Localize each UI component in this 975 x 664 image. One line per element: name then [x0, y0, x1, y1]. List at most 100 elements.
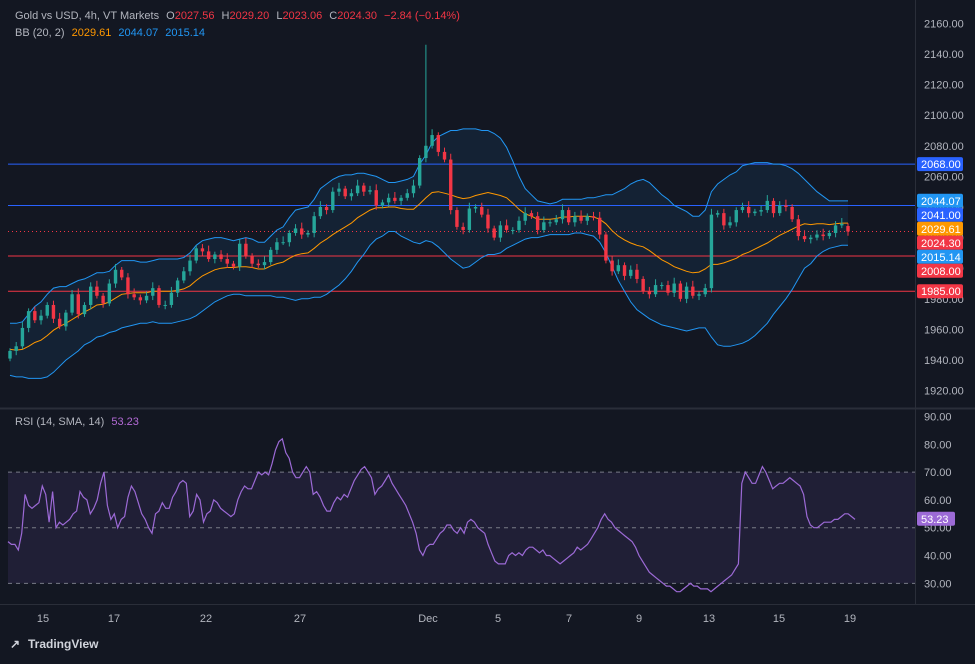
candle-body	[740, 207, 745, 211]
bb-legend-label[interactable]: BB (20, 2)	[15, 27, 65, 39]
candle-body	[70, 294, 74, 313]
candle-body	[660, 285, 664, 287]
candle-body	[14, 346, 18, 351]
candle-body	[802, 236, 807, 240]
candle-body	[182, 271, 186, 281]
rsi-value-tag-bg	[917, 511, 955, 526]
candle-body	[746, 207, 751, 214]
candle-body	[225, 259, 229, 264]
candle-body	[821, 234, 825, 237]
open-value: 2027.56	[174, 10, 215, 22]
candle-body	[374, 190, 378, 206]
candle-body	[647, 291, 652, 295]
candle-body	[566, 210, 571, 223]
close-label: C	[329, 10, 338, 22]
candle-body	[399, 197, 403, 201]
price-tag-label: 2041.00	[921, 210, 961, 222]
candle-body	[666, 285, 670, 293]
candle-body	[349, 193, 354, 197]
candle-body	[442, 151, 447, 160]
candle-body	[200, 248, 205, 252]
candle-body	[529, 213, 534, 217]
candle-body	[473, 207, 478, 209]
change-value: −2.84 (−0.14%)	[384, 10, 460, 22]
candle-body	[411, 185, 416, 194]
bb-legend[interactable]: BB (20, 2) 2029.61 2044.07 2015.14	[15, 27, 209, 39]
candle-body	[213, 254, 217, 260]
candle-body	[815, 234, 819, 238]
price-axis-tick: 1960.00	[924, 324, 964, 336]
candle-body	[728, 222, 732, 226]
price-tag-label: 2029.61	[921, 224, 961, 236]
candle-body	[355, 185, 360, 194]
candle-body	[300, 228, 304, 235]
candle-body	[542, 222, 546, 230]
price-tag-bg	[917, 284, 963, 299]
rsi-axis-tick: 30.00	[924, 578, 952, 590]
candle-body	[436, 135, 441, 152]
candle-body	[417, 158, 422, 186]
price-tag-bg	[917, 263, 963, 278]
candle-body	[393, 197, 397, 201]
candle-body	[461, 226, 465, 230]
candle-body	[790, 207, 794, 220]
candle-body	[88, 286, 93, 305]
candle-body	[784, 205, 788, 207]
candle-body	[560, 210, 565, 220]
rsi-axis-tick: 60.00	[924, 495, 952, 507]
candle-body	[771, 200, 776, 214]
price-tag-bg	[917, 207, 963, 222]
rsi-legend[interactable]: RSI (14, SMA, 14) 53.23	[15, 416, 143, 428]
candle-body	[337, 188, 341, 192]
bb-middle-value: 2029.61	[71, 27, 112, 39]
candle-body	[430, 135, 434, 146]
candle-body	[368, 190, 372, 192]
candle-body	[107, 283, 112, 304]
candle-body	[380, 202, 385, 206]
rsi-value-tag-label: 53.23	[921, 514, 949, 526]
candle-body	[759, 210, 763, 212]
candle-body	[126, 277, 130, 295]
time-axis-tick: 27	[294, 613, 306, 625]
tradingview-logo-text: TradingView	[28, 637, 99, 651]
price-tag-bg	[917, 221, 963, 236]
rsi-line	[7, 437, 856, 593]
candle-body	[188, 260, 192, 272]
candle-body	[113, 269, 118, 284]
candle-body	[231, 263, 236, 267]
candle-body	[57, 318, 62, 327]
candle-body	[51, 304, 56, 319]
candle-body	[163, 304, 167, 306]
time-axis-tick: 17	[108, 613, 120, 625]
candle-body	[449, 159, 453, 211]
candle-body	[324, 207, 329, 211]
rsi-legend-value: 53.23	[111, 416, 139, 428]
candle-body	[33, 311, 37, 321]
candle-body	[237, 243, 242, 267]
rsi-axis-tick: 80.00	[924, 439, 952, 451]
candle-body	[778, 205, 782, 214]
candle-body	[833, 225, 838, 234]
candle-body	[585, 216, 589, 221]
symbol-title: Gold vs USD, 4h, VT Markets	[15, 10, 160, 22]
tradingview-logo[interactable]: ↗ TradingView	[10, 637, 98, 651]
candle-body	[151, 288, 155, 296]
candle-body	[424, 145, 428, 159]
candle-body	[138, 297, 143, 301]
candle-body	[653, 285, 658, 295]
low-label: L	[276, 10, 283, 22]
candle-body	[846, 226, 850, 232]
open-label: O	[166, 10, 175, 22]
candle-body	[275, 242, 279, 250]
candle-body	[194, 248, 198, 261]
candle-body	[318, 207, 323, 217]
candle-body	[101, 295, 105, 304]
time-axis-tick: Dec	[418, 613, 438, 625]
candle-body	[753, 211, 757, 214]
candle-body	[703, 288, 707, 295]
candle-body	[132, 294, 136, 298]
price-tag-label: 2015.14	[921, 252, 961, 264]
rsi-legend-label[interactable]: RSI (14, SMA, 14)	[15, 416, 105, 428]
